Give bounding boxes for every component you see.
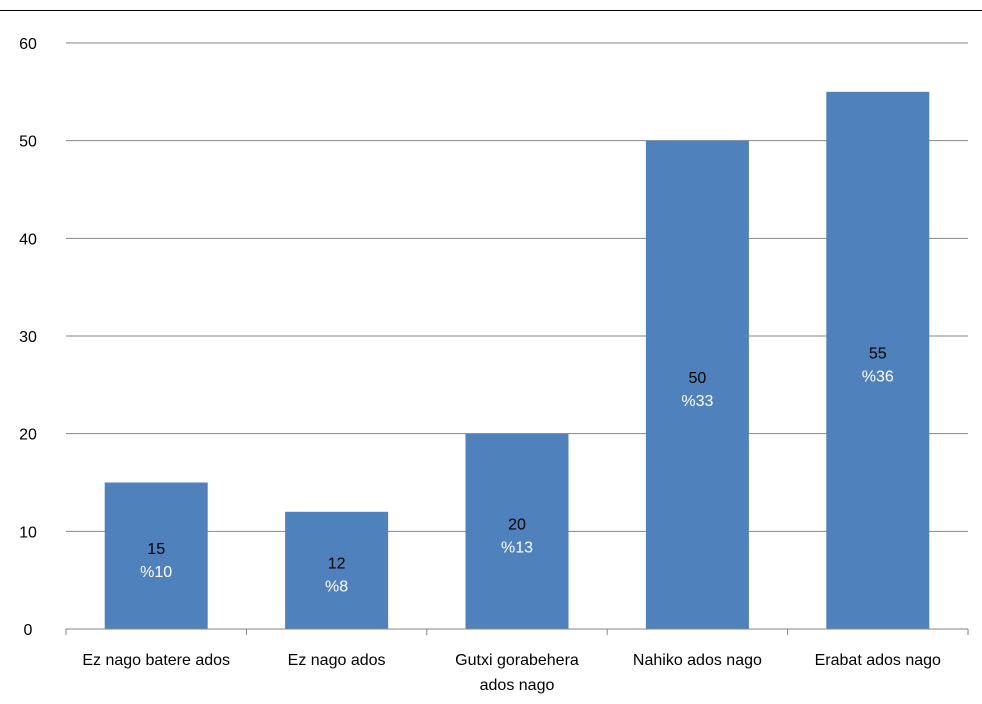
x-axis (65, 628, 969, 635)
gridlines (66, 42, 968, 532)
bar-percent-label: %33 (681, 393, 713, 410)
bar-value-label: 20 (508, 516, 526, 533)
x-category-label: Ez nago ados (288, 652, 386, 669)
y-tick-label: 60 (19, 36, 37, 53)
data-labels: 15 %10 12 %8 20 %13 50 %33 55 %36 (140, 345, 894, 595)
bar-value-label: 15 (147, 541, 165, 558)
bar (826, 91, 930, 630)
x-category-label: Gutxi gorabehera (455, 652, 579, 669)
bar-percent-label: %10 (140, 564, 172, 581)
bar-value-label: 55 (869, 345, 887, 362)
y-tick-label: 40 (19, 231, 37, 248)
y-tick-label: 0 (24, 622, 33, 639)
x-category-label: Erabat ados nago (815, 652, 941, 669)
x-category-label: Ez nago batere ados (82, 652, 230, 669)
bar (645, 140, 749, 629)
y-tick-label: 50 (19, 134, 37, 151)
x-category-label: Nahiko ados nago (633, 652, 762, 669)
bar-value-label: 50 (689, 370, 707, 387)
bar (285, 511, 389, 629)
x-axis-category-labels: Ez nago batere ados Ez nago ados Gutxi gor… (82, 652, 941, 694)
x-category-label: ados nago (480, 677, 555, 694)
bar-percent-label: %36 (862, 368, 894, 385)
y-tick-label: 20 (19, 427, 37, 444)
bar (465, 433, 569, 629)
bar-value-label: 12 (328, 555, 346, 572)
top-border-line (0, 10, 982, 11)
y-tick-label: 10 (19, 524, 37, 541)
y-axis-tick-labels: 0 10 20 30 40 50 60 (19, 36, 37, 639)
bar-percent-label: %8 (325, 578, 348, 595)
bars (104, 91, 930, 630)
y-tick-label: 30 (19, 329, 37, 346)
bar (104, 482, 208, 629)
bar-percent-label: %13 (501, 539, 533, 556)
